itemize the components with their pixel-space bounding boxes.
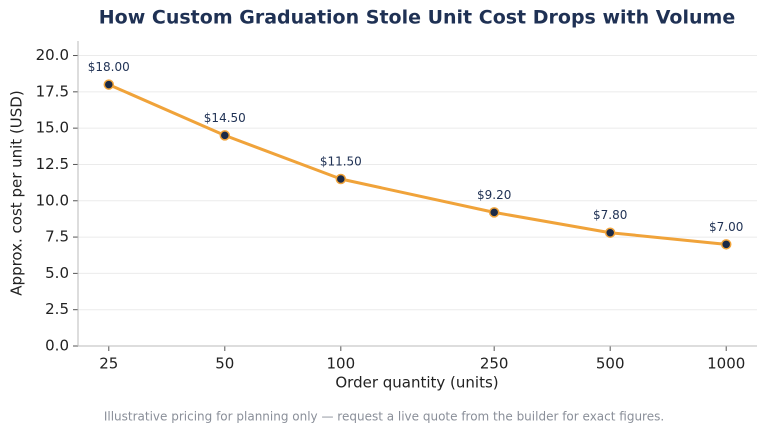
x-tick-label: 500 <box>596 355 625 373</box>
marker <box>488 207 500 218</box>
y-tick-label: 2.5 <box>45 300 69 318</box>
marker <box>219 130 231 141</box>
x-axis-label: Order quantity (units) <box>335 374 498 392</box>
value-label: $11.50 <box>320 154 362 168</box>
y-tick-label: 15.0 <box>36 119 69 137</box>
value-label: $9.20 <box>477 188 511 202</box>
y-tick-label: 0.0 <box>45 337 69 355</box>
y-tick-label: 12.5 <box>36 155 69 173</box>
x-tick-label: 1000 <box>707 355 745 373</box>
x-tick-label: 100 <box>326 355 355 373</box>
x-tick-label: 250 <box>480 355 509 373</box>
y-tick-label: 7.5 <box>45 228 69 246</box>
marker <box>335 173 347 185</box>
line <box>108 83 727 246</box>
marker <box>604 227 616 238</box>
value-label: $14.50 <box>204 111 246 125</box>
value-label: $18.00 <box>88 60 130 74</box>
chart-title: How Custom Graduation Stole Unit Cost Dr… <box>99 7 735 29</box>
x-tick-label: 50 <box>215 355 234 373</box>
marker <box>720 239 732 250</box>
y-axis-label: Approx. cost per unit (USD) <box>8 90 26 295</box>
x-tick-label: 25 <box>99 355 118 373</box>
y-tick-label: 20.0 <box>36 46 69 64</box>
y-tick-label: 17.5 <box>36 82 69 100</box>
marker <box>103 79 115 90</box>
footnote: Illustrative pricing for planning only —… <box>104 410 664 424</box>
y-tick-label: 10.0 <box>36 191 69 209</box>
value-label: $7.00 <box>709 220 743 234</box>
value-label: $7.80 <box>593 208 627 222</box>
y-tick-label: 5.0 <box>45 264 69 282</box>
